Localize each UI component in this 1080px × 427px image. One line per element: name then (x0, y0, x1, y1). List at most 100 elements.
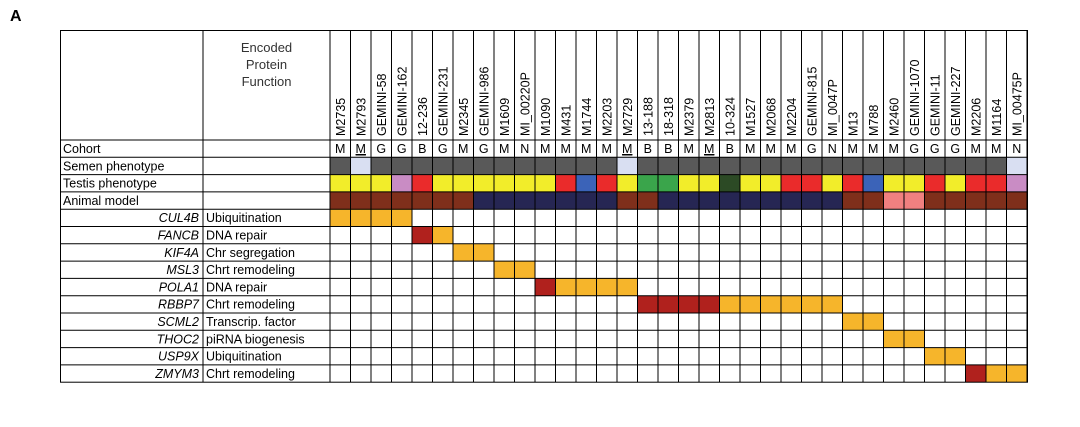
phenotype-cell (555, 157, 576, 175)
gene-label: POLA1 (159, 280, 199, 294)
phenotype-cell (986, 157, 1007, 175)
phenotype-cell (760, 157, 781, 175)
phenotype-cell (842, 157, 863, 175)
phenotype-cell (391, 174, 412, 192)
sample-header: 18-318 (662, 97, 676, 136)
phenotype-cell (904, 191, 925, 210)
cohort-cell: N (520, 142, 529, 156)
cohort-cell: M (622, 142, 632, 156)
phenotype-cell (719, 174, 740, 192)
phenotype-cell (432, 191, 453, 210)
sample-header: GEMINI-231 (436, 66, 450, 136)
variant-cell (494, 261, 515, 279)
phenotype-cell (740, 174, 761, 192)
cohort-cell: M (540, 142, 550, 156)
phenotype-cell (863, 191, 884, 210)
phenotype-cell (986, 191, 1007, 210)
cohort-cell: B (418, 142, 426, 156)
phenotype-cell (330, 174, 351, 192)
phenotype-cell (555, 174, 576, 192)
phenotype-cell (494, 191, 515, 210)
variant-cell (822, 295, 843, 313)
phenotype-cell (535, 191, 556, 210)
phenotype-row-label: Animal model (63, 194, 139, 208)
sample-header: MI_00220P (518, 72, 532, 136)
variant-cell (391, 209, 412, 227)
phenotype-cell (719, 191, 740, 210)
cohort-cell: M (868, 142, 878, 156)
variant-cell (924, 347, 945, 365)
sample-header: MI_0047P (826, 79, 840, 136)
cohort-cell: B (644, 142, 652, 156)
variant-cell (658, 295, 679, 313)
phenotype-cell (453, 191, 474, 210)
gene-label: SCML2 (157, 315, 199, 329)
sample-header: GEMINI-815 (805, 66, 819, 136)
phenotype-cell (1006, 174, 1027, 192)
variant-cell (945, 347, 966, 365)
sample-header: M1527 (744, 98, 758, 136)
variant-cell (781, 295, 802, 313)
cohort-cell: M (786, 142, 796, 156)
phenotype-cell (473, 174, 494, 192)
phenotype-cell (514, 191, 535, 210)
sample-header: M2460 (887, 98, 901, 136)
gene-label: RBBP7 (158, 298, 200, 312)
cohort-cell: G (479, 142, 489, 156)
cohort-cell: M (335, 142, 345, 156)
phenotype-cell (740, 157, 761, 175)
phenotype-cell (883, 157, 904, 175)
gene-label: FANCB (158, 229, 199, 243)
variant-cell (740, 295, 761, 313)
variant-cell (453, 243, 474, 262)
cohort-cell: M (889, 142, 899, 156)
phenotype-cell (453, 174, 474, 192)
phenotype-cell (945, 191, 966, 210)
phenotype-cell (760, 191, 781, 210)
phenotype-cell (965, 157, 986, 175)
phenotype-cell (904, 157, 925, 175)
variant-cell (617, 278, 638, 296)
cohort-cell: G (438, 142, 448, 156)
phenotype-cell (678, 174, 699, 192)
gene-function-label: Ubiquitination (206, 350, 282, 364)
phenotype-cell (535, 157, 556, 175)
phenotype-cell (842, 191, 863, 210)
phenotype-cell (740, 191, 761, 210)
phenotype-cell (699, 191, 720, 210)
phenotype-cell (330, 191, 351, 210)
phenotype-cell (473, 191, 494, 210)
variant-cell (965, 364, 986, 383)
cohort-cell: N (828, 142, 837, 156)
sample-header: M2379 (682, 98, 696, 136)
sample-header: M2793 (354, 98, 368, 136)
phenotype-cell (555, 191, 576, 210)
phenotype-cell (412, 157, 433, 175)
variant-cell (432, 226, 453, 244)
phenotype-cell (801, 191, 822, 210)
phenotype-cell (801, 174, 822, 192)
variant-cell (760, 295, 781, 313)
phenotype-cell (945, 174, 966, 192)
phenotype-cell (719, 157, 740, 175)
function-column-header: Encoded (241, 40, 292, 55)
cohort-cell: M (499, 142, 509, 156)
sample-header: GEMINI-1070 (908, 60, 922, 136)
cohort-cell: G (930, 142, 940, 156)
phenotype-cell (822, 191, 843, 210)
phenotype-cell (1006, 191, 1027, 210)
variant-cell (555, 278, 576, 296)
sample-header: 10-324 (723, 97, 737, 136)
variant-cell (986, 364, 1007, 383)
gene-label: THOC2 (157, 332, 199, 346)
phenotype-cell (658, 157, 679, 175)
variant-cell (1006, 364, 1027, 383)
sample-header: MI_00475P (1010, 72, 1024, 136)
cohort-cell: M (581, 142, 591, 156)
cohort-cell: M (971, 142, 981, 156)
phenotype-cell (596, 157, 617, 175)
phenotype-cell (350, 191, 371, 210)
gene-label: USP9X (158, 350, 200, 364)
phenotype-cell (924, 191, 945, 210)
cohort-cell: M (704, 142, 714, 156)
